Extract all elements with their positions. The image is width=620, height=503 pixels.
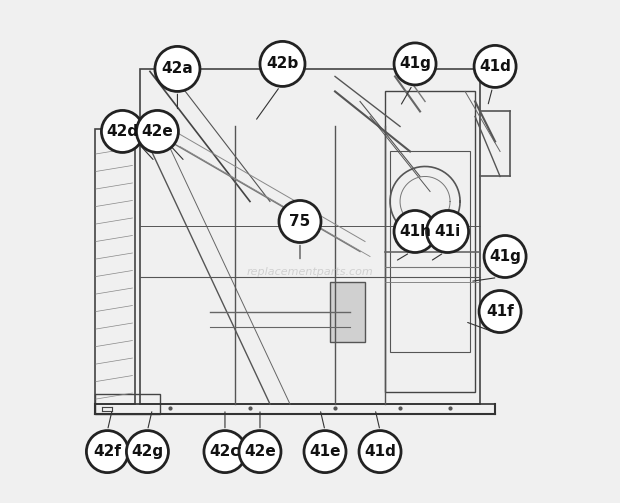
Text: 42d: 42d (107, 124, 138, 139)
Text: 41d: 41d (479, 59, 511, 74)
Text: replacementparts.com: replacementparts.com (247, 267, 373, 277)
Text: 42g: 42g (131, 444, 164, 459)
Circle shape (86, 431, 128, 473)
Text: 41f: 41f (486, 304, 514, 319)
Circle shape (304, 431, 346, 473)
Circle shape (155, 46, 200, 92)
Text: 41e: 41e (309, 444, 341, 459)
Circle shape (102, 111, 143, 152)
Text: 42e: 42e (141, 124, 174, 139)
Text: 41g: 41g (489, 249, 521, 264)
Text: 42a: 42a (162, 61, 193, 76)
Circle shape (484, 235, 526, 278)
Text: 42f: 42f (94, 444, 122, 459)
Text: 41i: 41i (435, 224, 461, 239)
Circle shape (394, 210, 436, 253)
Bar (385, 92, 475, 391)
Text: 42b: 42b (267, 56, 299, 71)
Circle shape (126, 431, 169, 473)
Bar (140, 69, 480, 404)
Circle shape (394, 43, 436, 85)
Circle shape (427, 210, 469, 253)
Bar (95, 394, 160, 414)
Text: 41h: 41h (399, 224, 431, 239)
Circle shape (204, 431, 246, 473)
Circle shape (479, 291, 521, 332)
Text: 75: 75 (290, 214, 311, 229)
Circle shape (260, 41, 305, 87)
Circle shape (239, 431, 281, 473)
Bar (95, 129, 135, 404)
Text: 42e: 42e (244, 444, 276, 459)
Text: 42c: 42c (210, 444, 240, 459)
Circle shape (359, 431, 401, 473)
Text: 41g: 41g (399, 56, 431, 71)
Circle shape (474, 45, 516, 88)
Circle shape (279, 201, 321, 242)
Bar (390, 151, 470, 352)
Circle shape (136, 111, 179, 152)
Text: 41d: 41d (364, 444, 396, 459)
Bar (330, 282, 365, 342)
